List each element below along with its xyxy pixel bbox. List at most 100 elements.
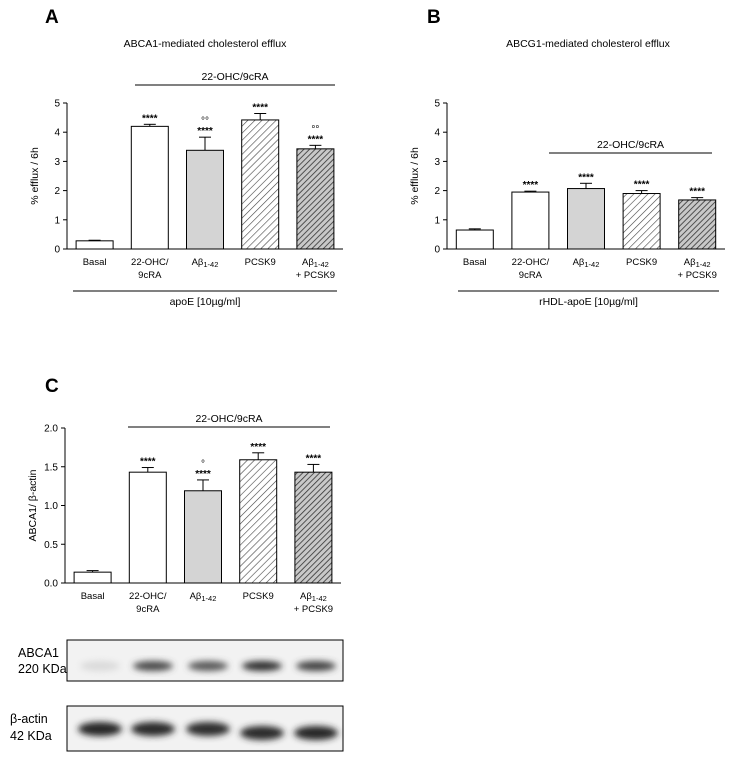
treatment-bracket-label: 22-OHC/9cRA (597, 139, 664, 151)
x-tick-label: Basal (463, 257, 487, 268)
significance-label: **** (308, 134, 324, 145)
bar (128, 471, 167, 584)
y-tick-label: 2 (434, 186, 440, 197)
x-tick-label: PCSK9 (245, 257, 276, 268)
x-tick-label: Aβ1-42 (573, 257, 600, 269)
y-tick-label: 3 (54, 157, 60, 168)
x-tick-label: Aβ1-42 (302, 257, 329, 269)
y-tick-label: 1 (434, 215, 440, 226)
x-tick-label: Aβ1-42 (190, 591, 217, 603)
treatment-bracket-label: 22-OHC/9cRA (201, 71, 268, 83)
y-tick-label: 4 (54, 128, 60, 139)
x-tick-label-line2: + PCSK9 (294, 604, 333, 615)
x-tick-label: Basal (81, 591, 105, 602)
significance-label: **** (523, 180, 539, 191)
bar (73, 571, 112, 584)
bar (296, 148, 335, 250)
panel-b-title: ABCG1-mediated cholesterol efflux (506, 38, 671, 50)
bar (567, 188, 605, 250)
x-tick-label: Aβ1-42 (684, 257, 711, 269)
bar (184, 490, 222, 584)
x-tick-main: Aβ (684, 257, 696, 268)
y-tick-label: 2 (54, 186, 60, 197)
blot-actin-bands (78, 722, 338, 740)
panel-c-plot: 0.0 0.5 1.0 1.5 2.0 ABCA1/ β-actin Basal **** 22… (27, 413, 341, 615)
y-tick-label: 3 (434, 157, 440, 168)
blot-abca1: ABCA1 220 KDa (18, 639, 344, 682)
bar (511, 191, 550, 250)
significance-label: **** (252, 103, 268, 114)
bar (622, 193, 661, 250)
x-tick-main: Basal (463, 257, 487, 268)
y-tick-label: 0 (434, 245, 440, 256)
x-tick-main: Aβ (192, 257, 204, 268)
bar (294, 471, 333, 584)
panel-a-title: ABCA1-mediated cholesterol efflux (124, 38, 287, 50)
x-tick-main: PCSK9 (626, 257, 657, 268)
blot-band (186, 722, 230, 736)
x-tick-main: Basal (81, 591, 105, 602)
x-tick-main: Aβ (190, 591, 202, 602)
x-tick-label: 22-OHC/ (512, 257, 550, 268)
bar (130, 125, 169, 250)
y-axis-label: % efflux / 6h (29, 147, 41, 205)
x-tick-subscript: 1-42 (312, 594, 327, 603)
x-tick-main: 22-OHC/ (131, 257, 169, 268)
y-tick-label: 1 (54, 215, 60, 226)
x-tick-label: Aβ1-42 (300, 591, 327, 603)
blot-abca1-label: ABCA1 (18, 646, 59, 660)
x-tick-label: 22-OHC/ (131, 257, 169, 268)
group-label: rHDL-apoE [10µg/ml] (539, 296, 638, 308)
y-tick-label: 2.0 (44, 424, 58, 435)
x-tick-label-line2: + PCSK9 (678, 270, 717, 281)
x-tick-label-line2: + PCSK9 (296, 270, 335, 281)
significance-label: **** (140, 457, 156, 468)
bar (241, 119, 280, 250)
group-label: apoE [10µg/ml] (170, 296, 241, 308)
panel-letter-c: C (45, 376, 59, 397)
x-tick-label: Aβ1-42 (192, 257, 219, 269)
degree-mark: °° (201, 116, 209, 127)
x-tick-label-line2: 9cRA (136, 604, 160, 615)
x-tick-subscript: 1-42 (203, 260, 218, 269)
blot-abca1-membrane (66, 639, 344, 682)
panel-b-plot: 0 1 2 3 4 5 % efflux / 6h Basal **** 22-OHC/9cRA *… (409, 99, 725, 308)
x-tick-subscript: 1-42 (201, 594, 216, 603)
y-tick-label: 1.5 (44, 462, 58, 473)
blot-band (242, 661, 282, 671)
panel-letter-a: A (45, 7, 59, 28)
significance-label: **** (578, 172, 594, 183)
bar (239, 459, 278, 584)
y-axis-label: % efflux / 6h (409, 147, 421, 205)
x-tick-main: 22-OHC/ (512, 257, 550, 268)
significance-label: **** (250, 442, 266, 453)
treatment-bracket-label: 22-OHC/9cRA (195, 413, 262, 425)
y-tick-label: 1.0 (44, 501, 58, 512)
y-tick-label: 0.5 (44, 540, 58, 551)
significance-label: **** (634, 180, 650, 191)
degree-mark: °° (311, 124, 319, 135)
y-axis-label: ABCA1/ β-actin (27, 469, 39, 541)
bar (678, 199, 717, 250)
x-tick-main: PCSK9 (243, 591, 274, 602)
blot-band (80, 661, 120, 671)
panel-c: 0.0 0.5 1.0 1.5 2.0 ABCA1/ β-actin Basal **** 22… (27, 413, 341, 615)
panel-b: ABCG1-mediated cholesterol efflux 0 1 2 3 4 5… (409, 38, 725, 308)
x-tick-main: 22-OHC/ (129, 591, 167, 602)
x-tick-label: Basal (83, 257, 107, 268)
blot-band (78, 722, 122, 736)
bar (455, 229, 494, 250)
x-tick-subscript: 1-42 (696, 260, 711, 269)
y-tick-label: 5 (54, 99, 60, 110)
significance-label: **** (306, 453, 322, 464)
y-tick-label: 0 (54, 245, 60, 256)
x-tick-subscript: 1-42 (584, 260, 599, 269)
bar (75, 240, 114, 250)
x-tick-main: Aβ (573, 257, 585, 268)
x-tick-label: PCSK9 (626, 257, 657, 268)
panel-letter-b: B (427, 7, 441, 28)
x-tick-label-line2: 9cRA (138, 270, 162, 281)
blot-band (133, 661, 173, 671)
x-tick-main: Basal (83, 257, 107, 268)
